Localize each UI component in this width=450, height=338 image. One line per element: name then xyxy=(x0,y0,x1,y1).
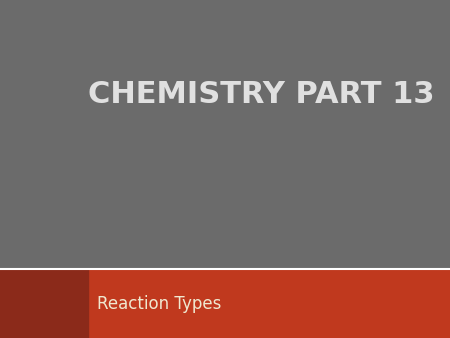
Text: CHEMISTRY PART 13: CHEMISTRY PART 13 xyxy=(88,80,434,109)
Bar xyxy=(0,269,450,338)
Bar xyxy=(0,269,88,338)
Text: Reaction Types: Reaction Types xyxy=(97,295,221,313)
